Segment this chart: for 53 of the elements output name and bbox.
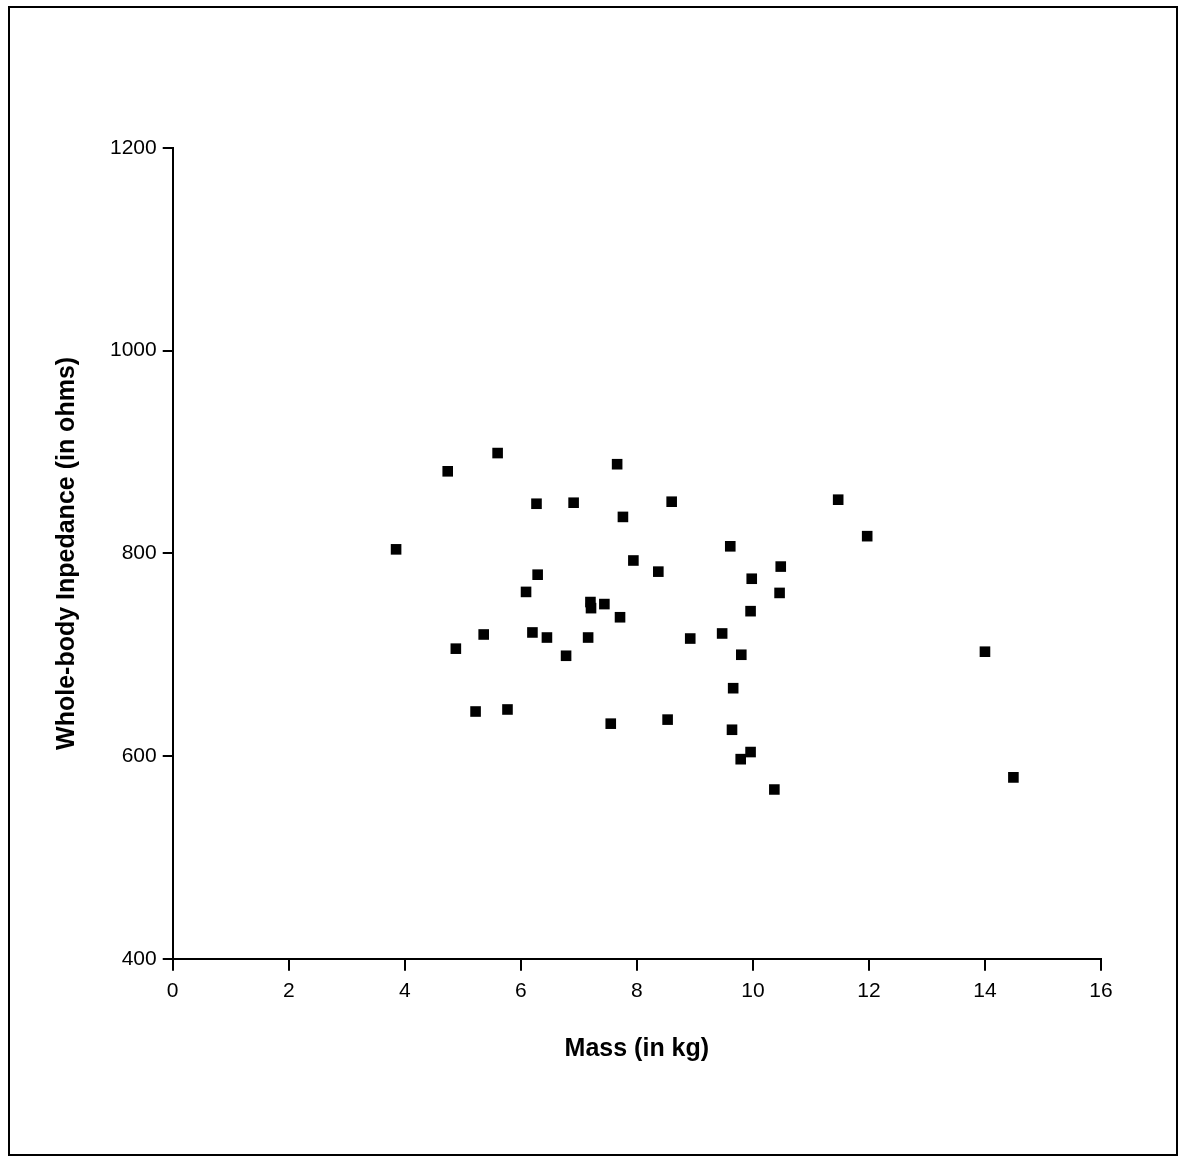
point [735, 649, 747, 661]
point [774, 587, 785, 599]
x-tick-label: 10 [741, 978, 765, 1002]
y-tick-label: 800 [121, 540, 157, 564]
point [560, 650, 572, 662]
x-tick-label: 2 [282, 978, 295, 1002]
x-tick-label: 16 [1089, 978, 1113, 1002]
point [492, 447, 503, 459]
point [390, 544, 402, 555]
point [662, 714, 673, 725]
point [478, 629, 489, 640]
point [532, 569, 543, 580]
point [745, 605, 756, 617]
point [450, 643, 462, 654]
x-tick-label: 6 [514, 978, 527, 1002]
y-tick-label: 400 [121, 945, 157, 969]
y-tick-label: 600 [121, 742, 157, 766]
point [746, 573, 758, 585]
x-tick-label: 12 [857, 978, 881, 1002]
point [541, 632, 553, 643]
point [653, 566, 664, 577]
point [568, 497, 579, 509]
point [628, 555, 639, 566]
x-axis-title: Mass (in kg) [564, 1032, 710, 1061]
point [735, 753, 747, 765]
point [1008, 772, 1019, 783]
point [666, 496, 677, 508]
point [531, 498, 542, 510]
point [724, 541, 736, 552]
point [745, 746, 756, 758]
point [979, 646, 991, 658]
point [611, 458, 623, 470]
point [775, 561, 787, 572]
x-tick-label: 14 [973, 978, 997, 1002]
y-tick-label: 1000 [110, 337, 157, 361]
x-tick-label: 8 [631, 978, 643, 1002]
x-tick-label: 0 [166, 978, 179, 1002]
point [605, 718, 617, 729]
point [716, 628, 728, 639]
point [527, 627, 538, 638]
point [769, 784, 780, 795]
point [442, 466, 454, 477]
point [470, 706, 481, 717]
y-axis-title: Whole-body Inpedance (in ohms) [50, 356, 79, 750]
point [582, 632, 594, 643]
point [614, 611, 626, 623]
point [832, 494, 844, 505]
point [599, 598, 610, 610]
point [502, 704, 513, 715]
point [684, 633, 696, 644]
y-tick-label: 1200 [110, 134, 157, 158]
x-tick-label: 4 [398, 978, 411, 1002]
point [726, 724, 738, 736]
